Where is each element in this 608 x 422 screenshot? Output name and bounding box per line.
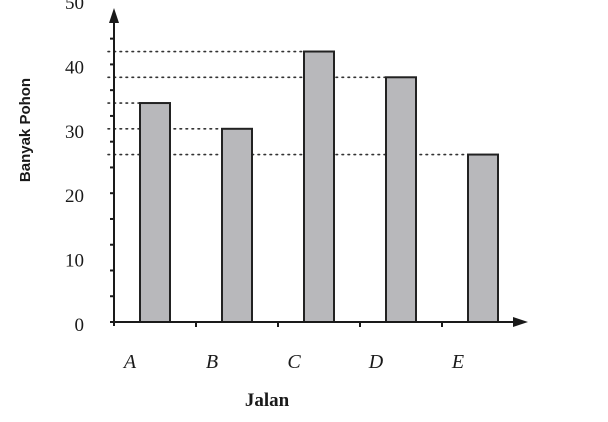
axes-group — [109, 8, 528, 327]
x-axis-arrow — [513, 317, 528, 327]
x-axis-title: Jalan — [245, 390, 290, 411]
y-tick-label: 40 — [65, 57, 84, 78]
y-axis-title: Banyak Pohon — [17, 78, 34, 182]
bar-d — [385, 76, 417, 323]
y-tick-label: 0 — [75, 315, 85, 336]
bar-c — [303, 50, 335, 324]
y-tick-label: 50 — [65, 0, 84, 14]
bars-group — [139, 50, 499, 324]
y-tick-labels: 0 10 20 30 40 50 — [65, 0, 84, 336]
y-tick-label: 20 — [65, 186, 84, 207]
bar-b — [221, 127, 253, 323]
y-tick-label: 10 — [65, 251, 84, 272]
y-ticks — [110, 37, 114, 323]
x-tick-label-c: C — [287, 351, 301, 373]
x-tick-label-e: E — [451, 351, 464, 373]
x-ticks — [195, 322, 443, 327]
y-tick-label: 30 — [65, 122, 84, 143]
bar-a — [139, 102, 171, 324]
x-tick-label-a: A — [122, 351, 137, 373]
y-axis-arrow — [109, 8, 119, 23]
bar-e — [467, 153, 499, 323]
x-tick-label-b: B — [206, 351, 218, 373]
x-tick-labels: A B C D E — [122, 351, 464, 373]
x-tick-label-d: D — [368, 351, 384, 373]
